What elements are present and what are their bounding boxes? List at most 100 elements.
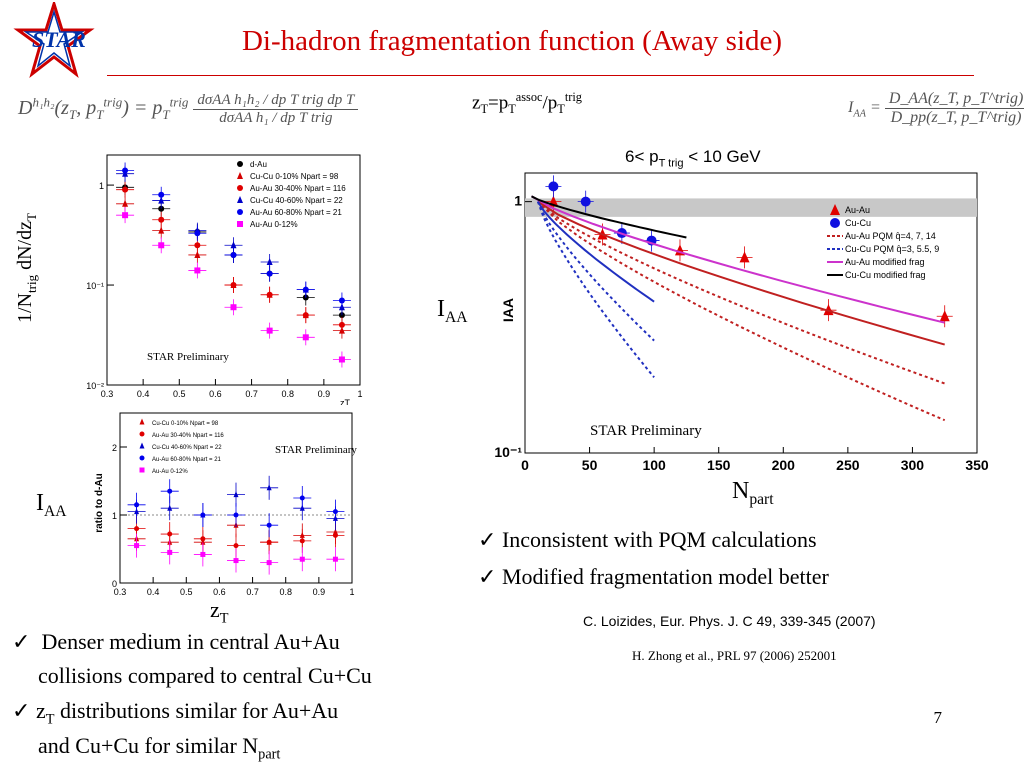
data-point bbox=[338, 297, 345, 304]
star-preliminary: STAR Preliminary bbox=[590, 423, 702, 439]
reference-1: C. Loizides, Eur. Phys. J. C 49, 339-345… bbox=[583, 613, 876, 629]
series-line bbox=[537, 201, 655, 303]
bullet-left-2: ✓ zT distributions similar for Au+Au bbox=[12, 698, 339, 728]
left-ylabel: 1/Ntrig dN/dzT bbox=[13, 213, 39, 323]
x-tick-label: 350 bbox=[965, 457, 989, 473]
legend-marker bbox=[139, 431, 145, 437]
data-point bbox=[158, 216, 165, 223]
data-point bbox=[167, 549, 173, 555]
y-tick-label: 10⁻¹ bbox=[86, 281, 104, 291]
left-iaa-label: IAA bbox=[36, 490, 67, 520]
y-tick-label: 1 bbox=[112, 511, 117, 521]
data-point bbox=[230, 251, 237, 258]
x-tick-label: 200 bbox=[772, 457, 796, 473]
data-point bbox=[122, 186, 129, 193]
series-line-dotted bbox=[536, 201, 655, 378]
legend-label: Cu-Cu bbox=[845, 218, 871, 228]
star-preliminary: STAR Preliminary bbox=[147, 351, 229, 363]
data-point bbox=[332, 532, 338, 538]
legend-label: Au-Au 30-40% Npart = 116 bbox=[152, 433, 224, 439]
series-line-dotted bbox=[537, 200, 946, 422]
legend-label: Cu-Cu 40-60% Npart = 22 bbox=[152, 445, 222, 451]
legend-label: Au-Au 0-12% bbox=[250, 220, 298, 229]
legend-label: Au-Au modified frag bbox=[845, 257, 925, 267]
y-tick-label: 1 bbox=[514, 193, 522, 209]
bullet-right-1: ✓ Inconsistent with PQM calculations bbox=[478, 527, 817, 552]
data-point bbox=[338, 321, 345, 328]
x-axis-title: zT bbox=[340, 398, 351, 405]
data-point bbox=[167, 504, 173, 511]
data-point bbox=[266, 539, 272, 545]
star-preliminary: STAR Preliminary bbox=[275, 444, 357, 456]
legend-label: Au-Au 0-12% bbox=[152, 469, 188, 475]
legend-label: Cu-Cu 0-10% Npart = 98 bbox=[152, 421, 219, 427]
data-point bbox=[158, 226, 165, 234]
systematic-band bbox=[525, 198, 977, 217]
data-point bbox=[122, 212, 129, 219]
x-tick-label: 250 bbox=[836, 457, 860, 473]
x-tick-label: 0.6 bbox=[209, 389, 222, 399]
data-point bbox=[230, 241, 237, 249]
y-axis-title: ratio to d-Au bbox=[94, 473, 105, 532]
y-tick-label: 0 bbox=[112, 579, 117, 589]
series-line-dotted bbox=[537, 200, 946, 385]
y-tick-label: 2 bbox=[112, 443, 117, 453]
series-line bbox=[531, 195, 687, 239]
chart-ratio-dau: 0.3 0.4 0.5 0.6 0.7 0.8 0.9 1 0 1 2 Cu-Cu 0-10% Npa… bbox=[94, 412, 357, 597]
y-tick-label: 10⁻² bbox=[86, 381, 104, 391]
legend-label: Cu-Cu modified frag bbox=[845, 270, 926, 280]
legend-label: Cu-Cu 0-10% Npart = 98 bbox=[250, 172, 339, 181]
data-point bbox=[302, 286, 309, 293]
data-point bbox=[266, 560, 272, 566]
legend-marker bbox=[237, 172, 243, 179]
reference-2: H. Zhong et al., PRL 97 (2006) 252001 bbox=[632, 648, 837, 663]
x-tick-label: 50 bbox=[582, 457, 598, 473]
zt-definition: zT=pTassoc/pTtrig bbox=[472, 90, 582, 117]
x-tick-label: 0.3 bbox=[114, 587, 127, 597]
star-logo: STAR bbox=[2, 0, 112, 85]
data-point bbox=[548, 181, 559, 192]
data-point bbox=[194, 230, 201, 237]
legend-label: Au-Au bbox=[845, 205, 870, 215]
data-point bbox=[580, 196, 591, 207]
y-axis-title: IAA bbox=[500, 298, 516, 322]
legend-marker bbox=[139, 455, 145, 461]
data-point bbox=[167, 488, 173, 494]
bullet-right-2: ✓ Modified fragmentation model better bbox=[478, 564, 829, 589]
x-tick-label: 150 bbox=[707, 457, 731, 473]
x-tick-label: 0.4 bbox=[137, 389, 150, 399]
logo-text: STAR bbox=[32, 27, 86, 52]
x-tick-label: 0.7 bbox=[245, 389, 258, 399]
data-point bbox=[299, 495, 305, 501]
data-point bbox=[332, 509, 338, 515]
x-tick-label: 0 bbox=[521, 457, 529, 473]
x-tick-label: 0.5 bbox=[173, 389, 186, 399]
legend-marker bbox=[237, 196, 243, 203]
chart-iaa-npart: 0 50 100 150 200 250 300 350 10⁻¹ 1 Au-Au Cu-Cu Au-A… bbox=[495, 172, 989, 473]
right-iaa-label: IAA bbox=[437, 296, 468, 326]
x-tick-label: 0.5 bbox=[180, 587, 193, 597]
x-tick-label: 100 bbox=[642, 457, 666, 473]
data-point bbox=[158, 191, 165, 198]
data-point bbox=[266, 258, 273, 266]
chart-dndzt: 0.3 0.4 0.5 0.6 0.7 0.8 0.9 1 10⁻² 10⁻¹ 1 d-Au Cu-Cu… bbox=[86, 154, 363, 405]
x-tick-label: 0.3 bbox=[101, 389, 114, 399]
legend-marker bbox=[237, 161, 243, 167]
x-tick-label: 0.9 bbox=[313, 587, 326, 597]
data-point bbox=[266, 270, 273, 277]
x-tick-label: 0.8 bbox=[279, 587, 292, 597]
bullet-left-1: ✓ Denser medium in central Au+Au bbox=[12, 629, 340, 654]
series-line bbox=[531, 195, 945, 324]
x-tick-label: 0.6 bbox=[213, 587, 226, 597]
data-point bbox=[299, 556, 305, 562]
legend-label: Au-Au 30-40% Npart = 116 bbox=[250, 184, 346, 193]
data-point bbox=[194, 242, 201, 249]
data-point bbox=[302, 334, 309, 341]
data-point bbox=[122, 167, 129, 174]
data-point bbox=[939, 310, 950, 322]
title-rule bbox=[107, 75, 974, 76]
data-point bbox=[134, 526, 140, 532]
legend-marker bbox=[139, 442, 145, 449]
legend-marker bbox=[139, 467, 145, 473]
legend-marker bbox=[830, 204, 840, 215]
